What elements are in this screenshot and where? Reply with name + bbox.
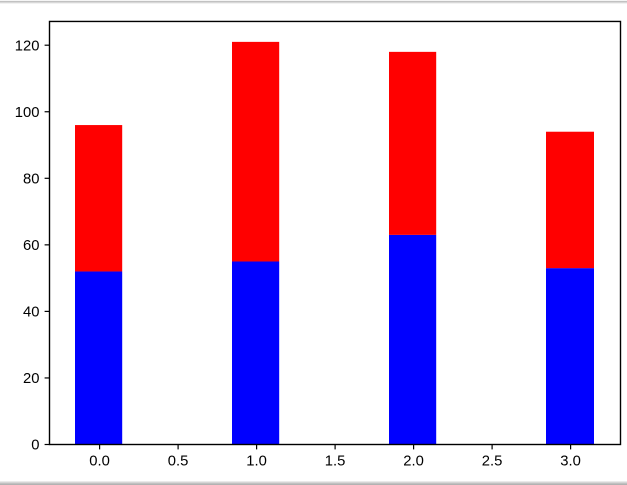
svg-text:20: 20 (23, 371, 39, 387)
svg-text:2.5: 2.5 (482, 453, 503, 469)
svg-text:0.0: 0.0 (89, 453, 110, 469)
svg-text:1.5: 1.5 (325, 453, 346, 469)
svg-text:3.0: 3.0 (560, 453, 581, 469)
svg-text:80: 80 (23, 172, 39, 188)
svg-text:120: 120 (15, 38, 40, 54)
svg-text:0: 0 (31, 438, 39, 454)
svg-text:60: 60 (23, 238, 39, 254)
svg-text:1.0: 1.0 (246, 453, 267, 469)
svg-text:0.5: 0.5 (168, 453, 189, 469)
svg-text:100: 100 (15, 105, 40, 121)
svg-text:40: 40 (23, 305, 39, 321)
svg-text:2.0: 2.0 (403, 453, 424, 469)
